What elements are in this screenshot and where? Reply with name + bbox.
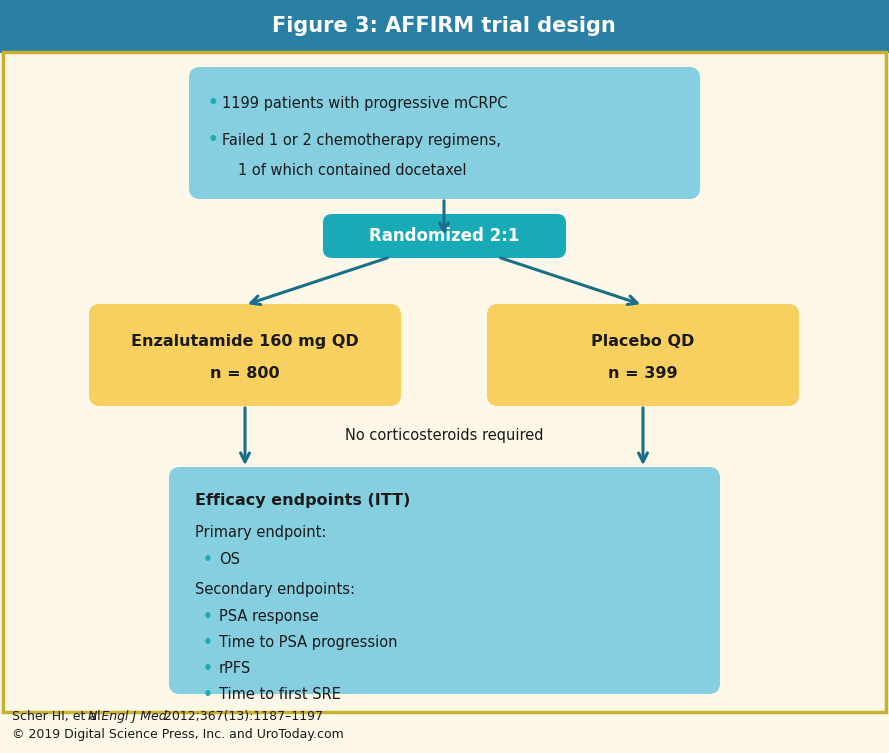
Text: Scher HI, et al.: Scher HI, et al. bbox=[12, 710, 108, 723]
Text: Secondary endpoints:: Secondary endpoints: bbox=[195, 582, 355, 597]
Text: rPFS: rPFS bbox=[219, 661, 252, 676]
Text: Randomized 2:1: Randomized 2:1 bbox=[369, 227, 519, 245]
Text: 1 of which contained docetaxel: 1 of which contained docetaxel bbox=[238, 163, 467, 178]
Text: Efficacy endpoints (ITT): Efficacy endpoints (ITT) bbox=[195, 493, 411, 508]
FancyBboxPatch shape bbox=[488, 305, 798, 405]
Text: OS: OS bbox=[219, 552, 240, 567]
Text: Enzalutamide 160 mg QD: Enzalutamide 160 mg QD bbox=[131, 334, 359, 349]
Text: No corticosteroids required: No corticosteroids required bbox=[345, 428, 543, 443]
Text: •: • bbox=[203, 687, 212, 702]
Text: Time to first SRE: Time to first SRE bbox=[219, 687, 340, 702]
Text: Figure 3: AFFIRM trial design: Figure 3: AFFIRM trial design bbox=[272, 16, 616, 36]
FancyBboxPatch shape bbox=[3, 52, 886, 712]
Text: Placebo QD: Placebo QD bbox=[591, 334, 694, 349]
FancyBboxPatch shape bbox=[324, 215, 565, 257]
Text: PSA response: PSA response bbox=[219, 609, 319, 624]
Text: •: • bbox=[203, 661, 212, 676]
Text: © 2019 Digital Science Press, Inc. and UroToday.com: © 2019 Digital Science Press, Inc. and U… bbox=[12, 728, 344, 741]
Text: 1199 patients with progressive mCRPC: 1199 patients with progressive mCRPC bbox=[222, 96, 508, 111]
Text: Failed 1 or 2 chemotherapy regimens,: Failed 1 or 2 chemotherapy regimens, bbox=[222, 133, 501, 148]
Text: Time to PSA progression: Time to PSA progression bbox=[219, 635, 397, 650]
Text: n = 399: n = 399 bbox=[608, 365, 677, 380]
Text: •: • bbox=[203, 609, 212, 624]
Text: 2012;367(13):1187–1197: 2012;367(13):1187–1197 bbox=[160, 710, 323, 723]
FancyBboxPatch shape bbox=[190, 68, 699, 198]
Text: •: • bbox=[208, 131, 219, 149]
Text: •: • bbox=[203, 552, 212, 567]
FancyBboxPatch shape bbox=[90, 305, 400, 405]
Text: Primary endpoint:: Primary endpoint: bbox=[195, 525, 326, 540]
Text: N Engl J Med.: N Engl J Med. bbox=[88, 710, 171, 723]
FancyBboxPatch shape bbox=[0, 0, 889, 52]
Text: n = 800: n = 800 bbox=[210, 365, 280, 380]
FancyBboxPatch shape bbox=[170, 468, 719, 693]
Text: •: • bbox=[208, 94, 219, 112]
Text: •: • bbox=[203, 635, 212, 650]
